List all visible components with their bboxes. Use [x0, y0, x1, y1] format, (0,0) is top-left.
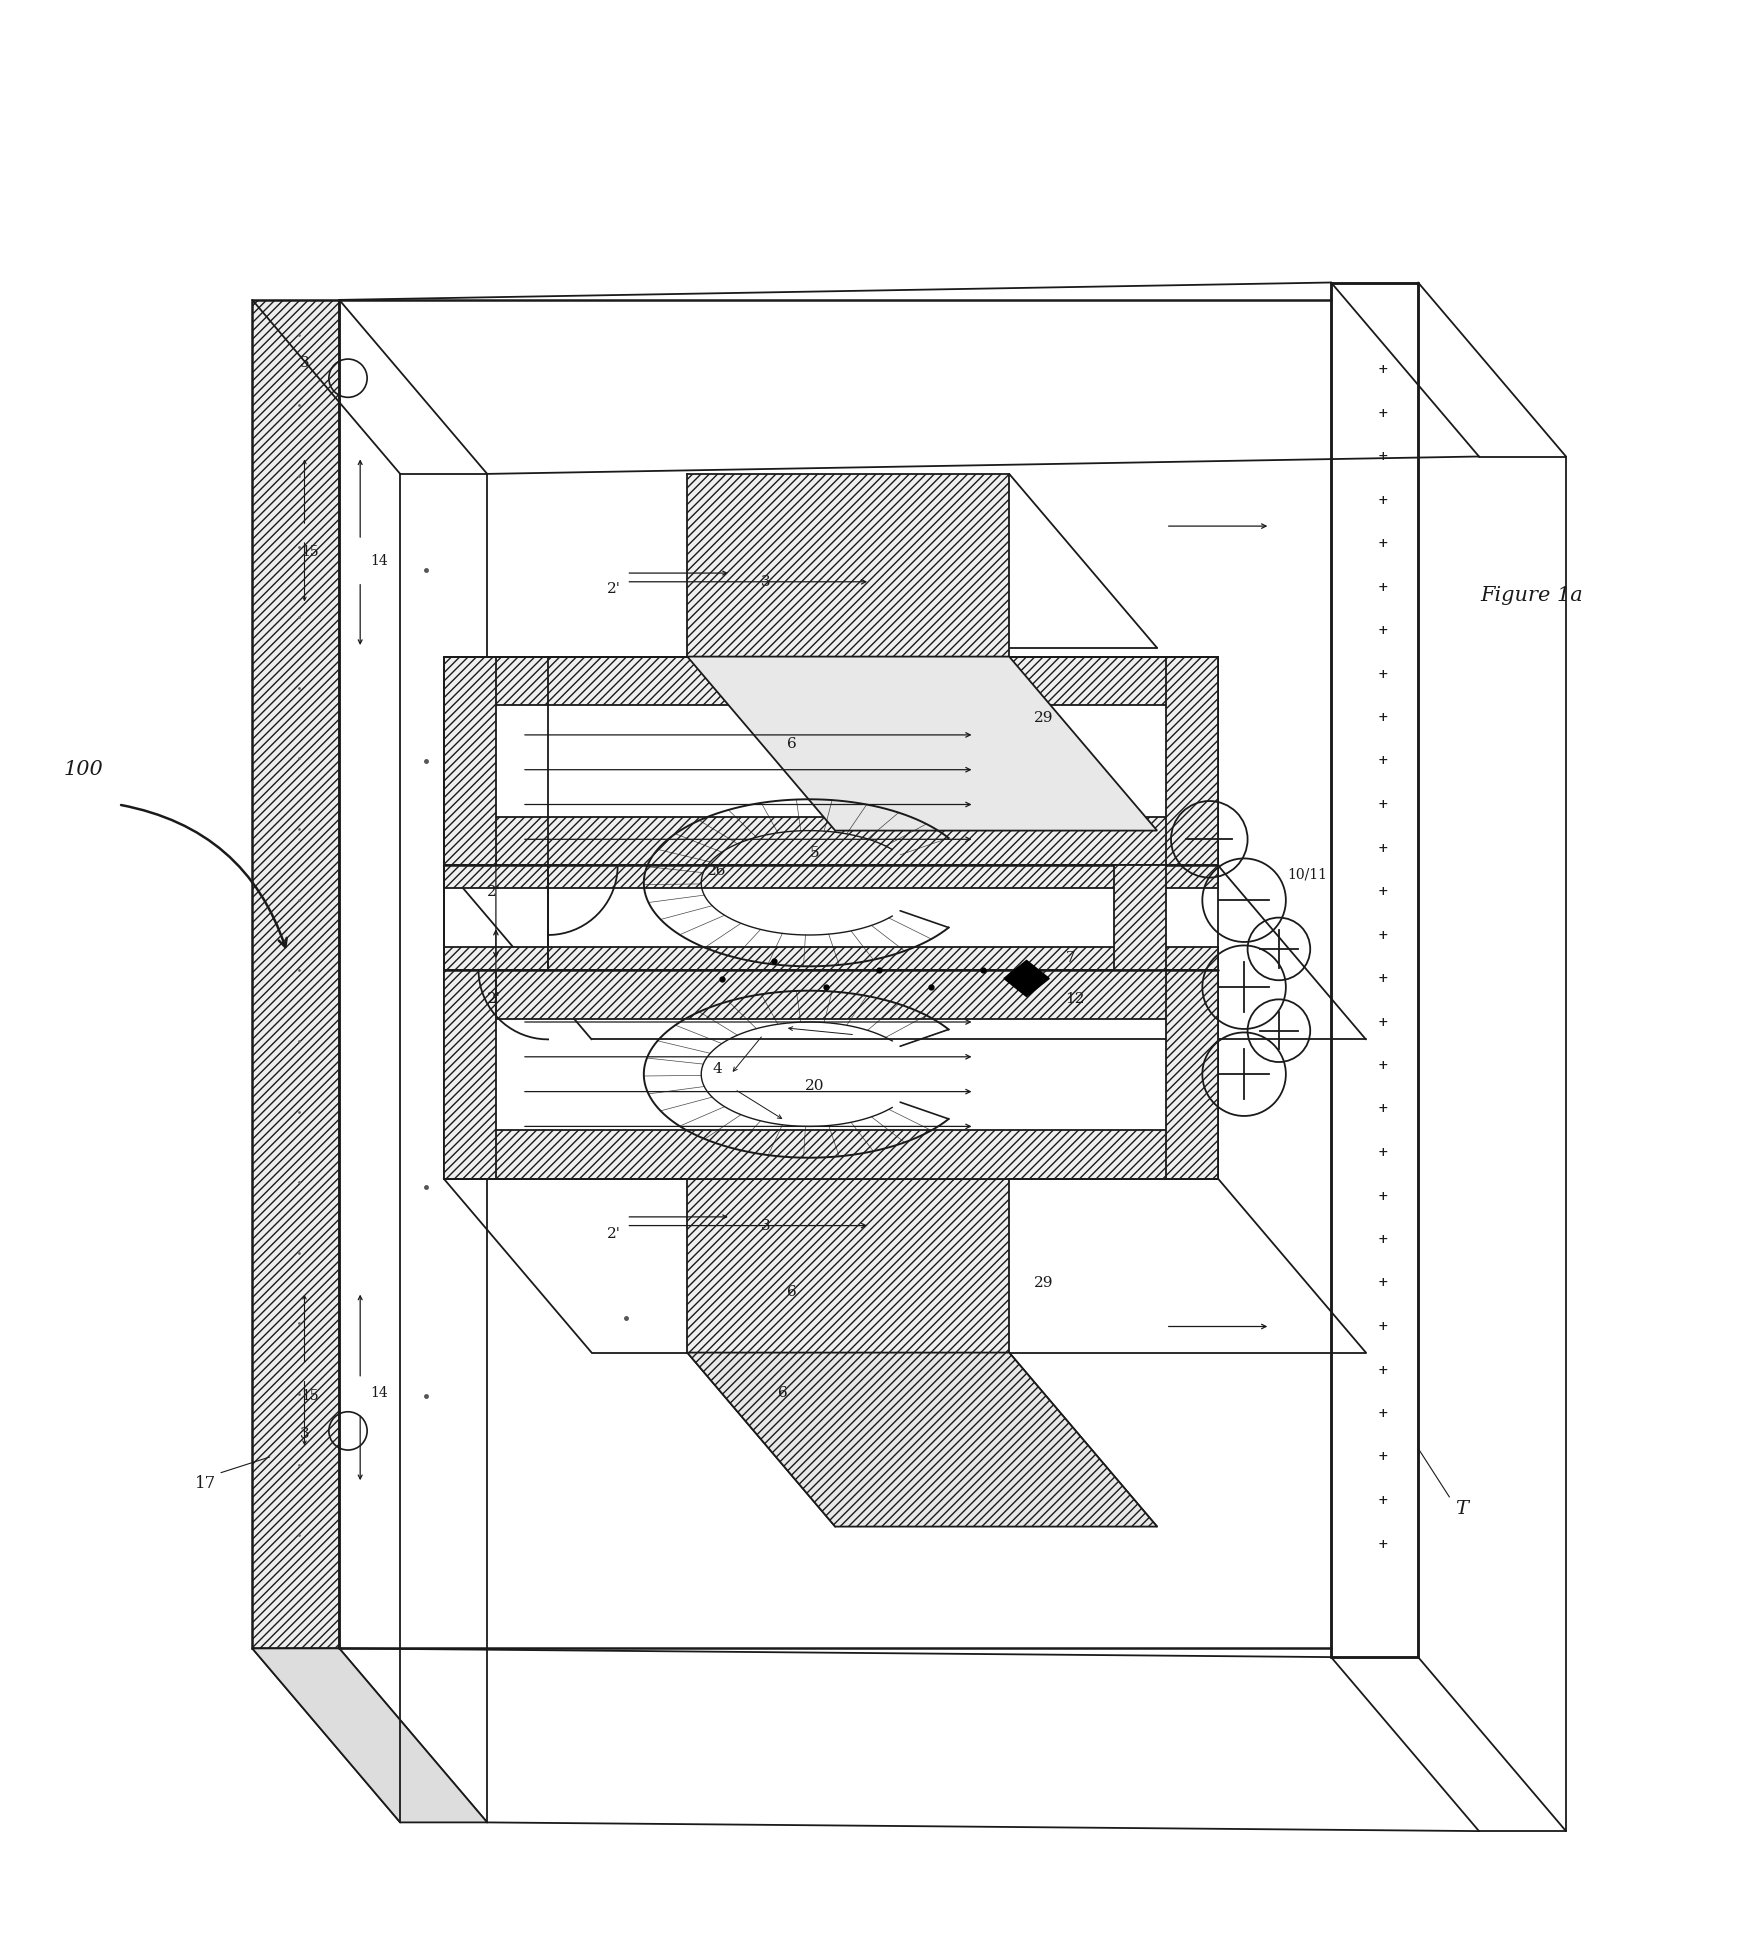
Text: +: + — [1377, 581, 1388, 593]
Text: +: + — [1377, 1493, 1388, 1507]
Text: 3: 3 — [760, 575, 770, 589]
Text: +: + — [1377, 624, 1388, 636]
Bar — [443, 865, 1217, 971]
Text: +: + — [1377, 842, 1388, 855]
Bar — [443, 865, 1217, 888]
Bar — [443, 971, 496, 1178]
Bar — [1165, 658, 1217, 865]
Text: +: + — [1377, 1059, 1388, 1072]
Text: 2': 2' — [487, 885, 501, 898]
Text: +: + — [1377, 1147, 1388, 1159]
Text: 15: 15 — [301, 1389, 318, 1403]
Text: 26: 26 — [706, 863, 727, 877]
Bar — [687, 1178, 1009, 1352]
Bar — [443, 658, 1217, 865]
Text: 2': 2' — [487, 992, 501, 1006]
Text: +: + — [1377, 362, 1388, 376]
Text: +: + — [1377, 1276, 1388, 1290]
Text: 10/11: 10/11 — [1287, 867, 1327, 881]
Text: +: + — [1377, 536, 1388, 550]
Text: 12: 12 — [1064, 992, 1085, 1006]
Text: 17: 17 — [195, 1476, 216, 1491]
Text: +: + — [1377, 928, 1388, 941]
Bar — [1330, 282, 1417, 1658]
Text: 6: 6 — [786, 736, 796, 751]
Text: 3: 3 — [299, 1427, 310, 1442]
Text: +: + — [1377, 1233, 1388, 1247]
Text: 29: 29 — [1033, 710, 1054, 724]
Text: +: + — [1377, 1321, 1388, 1333]
Text: 14: 14 — [370, 554, 388, 568]
Text: 6: 6 — [786, 1284, 796, 1299]
Text: 29: 29 — [1033, 1276, 1054, 1290]
Bar — [443, 947, 1217, 971]
Text: 7: 7 — [1064, 951, 1075, 965]
Text: +: + — [1377, 798, 1388, 810]
Text: +: + — [1377, 1102, 1388, 1115]
Text: +: + — [1377, 1538, 1388, 1550]
Bar — [443, 1129, 1217, 1178]
Bar — [1113, 865, 1165, 971]
Bar — [443, 971, 1217, 1178]
Text: +: + — [1377, 1364, 1388, 1376]
Text: T: T — [1454, 1501, 1468, 1519]
Text: 2': 2' — [607, 1227, 621, 1241]
Text: 100: 100 — [64, 759, 103, 779]
Text: +: + — [1377, 450, 1388, 464]
Text: +: + — [1377, 667, 1388, 681]
Bar — [443, 971, 1217, 1018]
Polygon shape — [1003, 961, 1049, 996]
Text: 4: 4 — [711, 1063, 722, 1076]
Text: +: + — [1377, 1016, 1388, 1029]
Text: Figure 1a: Figure 1a — [1478, 587, 1582, 605]
Polygon shape — [687, 1352, 1156, 1526]
Bar — [443, 658, 1217, 705]
Text: +: + — [1377, 407, 1388, 419]
Bar — [687, 474, 1009, 658]
Polygon shape — [687, 658, 1156, 830]
Text: +: + — [1377, 1190, 1388, 1202]
Text: +: + — [1377, 1450, 1388, 1464]
Text: +: + — [1377, 885, 1388, 898]
Bar — [1165, 971, 1217, 1178]
Text: 5: 5 — [809, 845, 819, 861]
Text: +: + — [1377, 755, 1388, 767]
Text: +: + — [1377, 493, 1388, 507]
Text: 14: 14 — [370, 1386, 388, 1399]
Bar — [443, 658, 496, 865]
Text: 20: 20 — [803, 1080, 824, 1094]
Text: +: + — [1377, 710, 1388, 724]
Text: +: + — [1377, 1407, 1388, 1421]
Text: 3: 3 — [760, 1219, 770, 1233]
Text: 6: 6 — [777, 1386, 788, 1399]
Text: 15: 15 — [301, 546, 318, 560]
Text: 2': 2' — [607, 581, 621, 595]
Text: 3: 3 — [299, 356, 310, 370]
Text: +: + — [1377, 973, 1388, 984]
Bar — [252, 299, 339, 1648]
Bar — [443, 816, 1217, 865]
Polygon shape — [252, 1648, 487, 1822]
